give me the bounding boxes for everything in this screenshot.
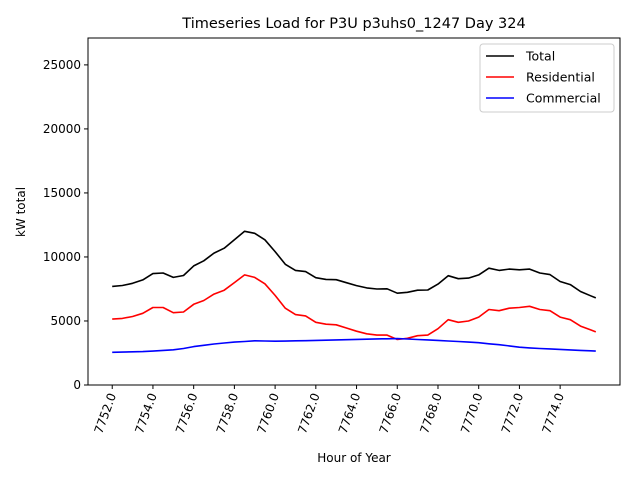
y-axis-label: kW total [14,187,28,237]
y-tick-label: 0 [73,378,81,392]
y-ticks: 0 5000 10000 15000 20000 25000 [43,58,88,392]
y-tick-label: 15000 [43,186,81,200]
x-tick-label: 7758.0 [214,391,242,435]
series-group [112,230,597,354]
x-tick-label: 7768.0 [417,391,445,435]
x-ticks: 7752.0 7754.0 7756.0 7758.0 7760.0 7762.0 7764… [92,385,567,435]
legend-label-residential: Residential [526,70,595,85]
y-tick-label: 10000 [43,250,81,264]
chart-title: Timeseries Load for P3U p3uhs0_1247 Day … [181,16,525,32]
x-tick-label: 7766.0 [377,391,405,435]
x-tick-label: 7772.0 [499,391,527,435]
plot-frame [87,37,621,386]
y-tick-label: 20000 [43,122,81,136]
x-tick-label: 7774.0 [539,391,567,435]
y-tick-label: 5000 [50,314,81,328]
series-line-total [112,230,597,299]
legend-label-commercial: Commercial [526,91,601,106]
x-tick-label: 7762.0 [295,391,323,435]
legend: Total Residential Commercial [479,43,615,113]
x-tick-label: 7756.0 [173,391,201,435]
x-tick-label: 7764.0 [336,391,364,435]
x-tick-label: 7754.0 [132,391,160,435]
series-line-residential [112,274,597,341]
legend-box [479,43,615,113]
y-tick-label: 25000 [43,58,81,72]
x-tick-label: 7770.0 [458,391,486,435]
series-line-commercial [112,337,596,354]
x-axis-label: Hour of Year [317,451,391,465]
x-tick-label: 7752.0 [92,391,120,435]
x-tick-label: 7760.0 [254,391,282,435]
legend-label-total: Total [525,49,555,64]
